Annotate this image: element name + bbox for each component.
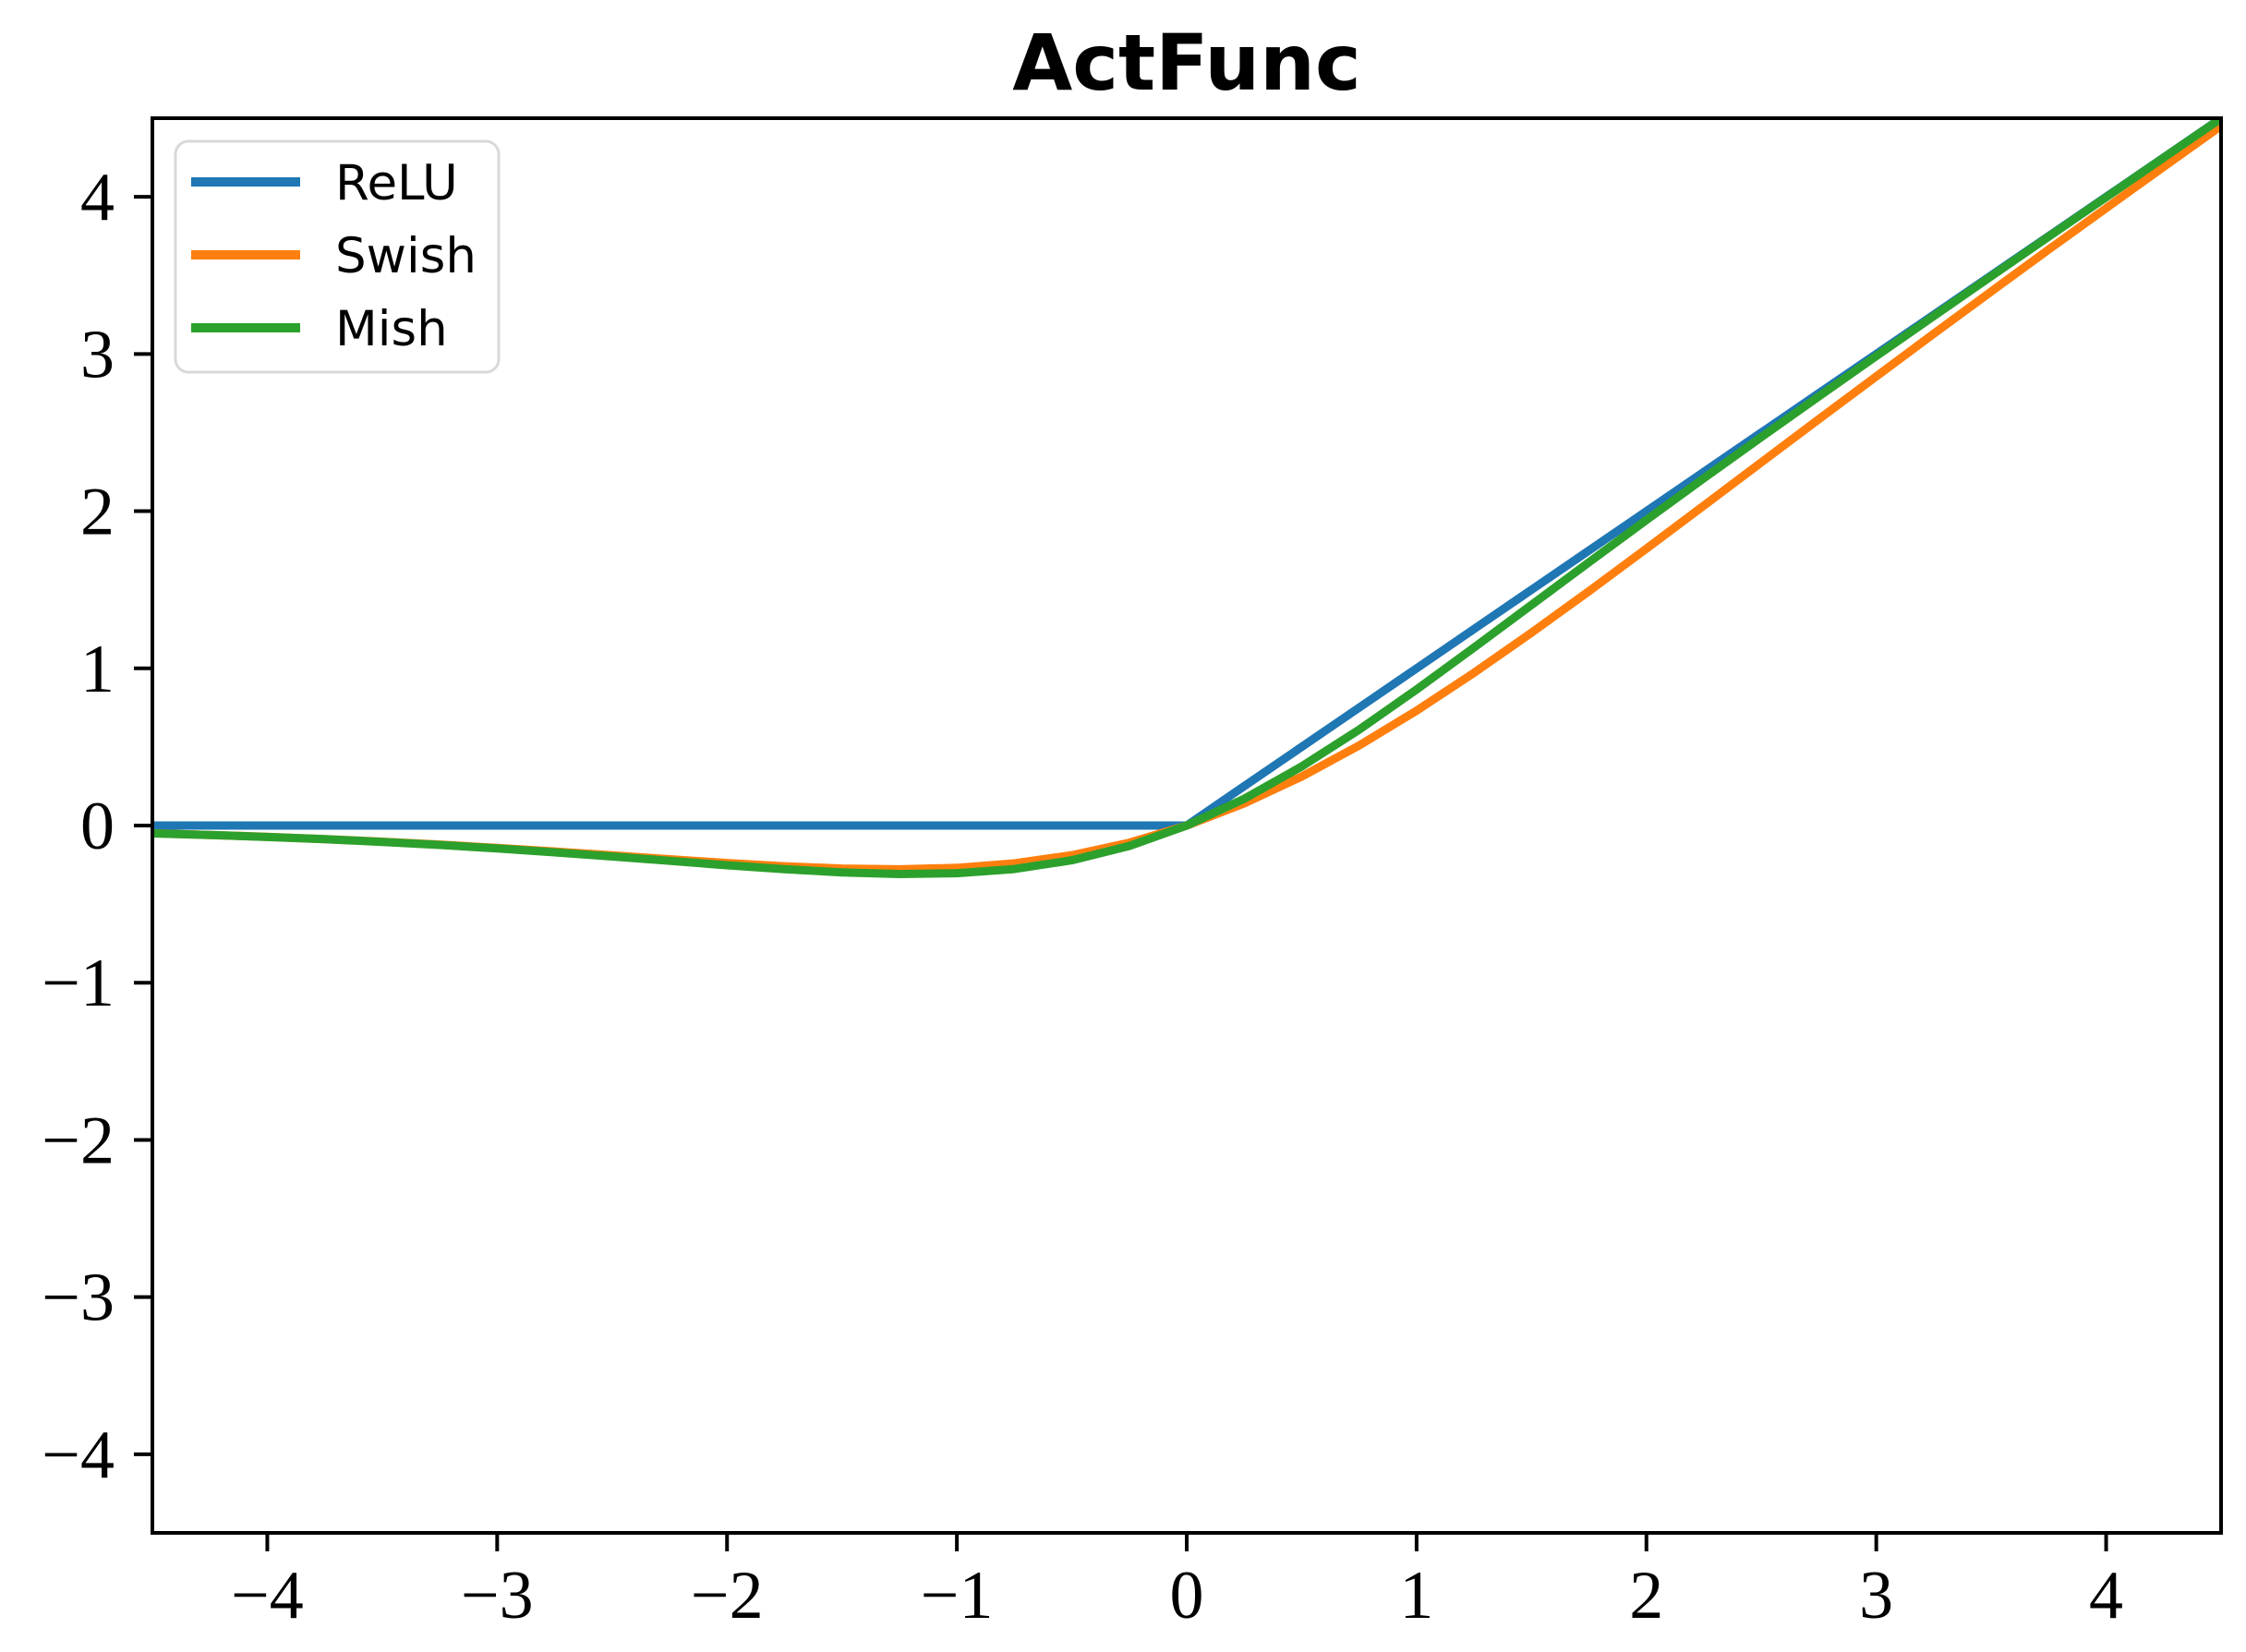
x-tick-label: −2 [691, 1558, 764, 1634]
legend-box [174, 139, 501, 374]
legend-label-relu: ReLU [335, 155, 458, 211]
legend-label-mish: Mish [335, 301, 448, 357]
y-tick-label: 4 [80, 160, 115, 235]
legend: ReLU Swish Mish [174, 139, 501, 374]
legend-label-swish: Swish [335, 228, 477, 284]
y-tick-label: −3 [42, 1260, 115, 1336]
y-tick-label: −2 [42, 1103, 115, 1178]
x-tick-label: 1 [1399, 1558, 1433, 1634]
y-tick-label: −1 [42, 946, 115, 1021]
data-series-lines [152, 118, 2221, 878]
y-tick-label: 0 [80, 789, 115, 864]
chart-title: ActFunc [1012, 18, 1361, 108]
x-tick-label: −1 [921, 1558, 994, 1634]
y-tick-label: 2 [80, 475, 115, 550]
y-axis-ticks: −4 −3 −2 −1 0 1 2 3 4 [42, 160, 152, 1493]
x-tick-label: 2 [1629, 1558, 1663, 1634]
x-tick-label: −4 [231, 1558, 304, 1634]
x-tick-label: −3 [461, 1558, 534, 1634]
plot-area-frame [151, 116, 2223, 1535]
x-tick-label: 3 [1859, 1558, 1893, 1634]
x-tick-label: 0 [1170, 1558, 1204, 1634]
x-axis-ticks: −4 −3 −2 −1 0 1 2 3 4 [231, 1533, 2123, 1634]
series-line-mish [152, 118, 2221, 878]
x-tick-label: 4 [2089, 1558, 2123, 1634]
y-tick-label: 1 [80, 632, 115, 707]
y-tick-label: 3 [80, 317, 115, 392]
y-tick-label: −4 [42, 1417, 115, 1493]
